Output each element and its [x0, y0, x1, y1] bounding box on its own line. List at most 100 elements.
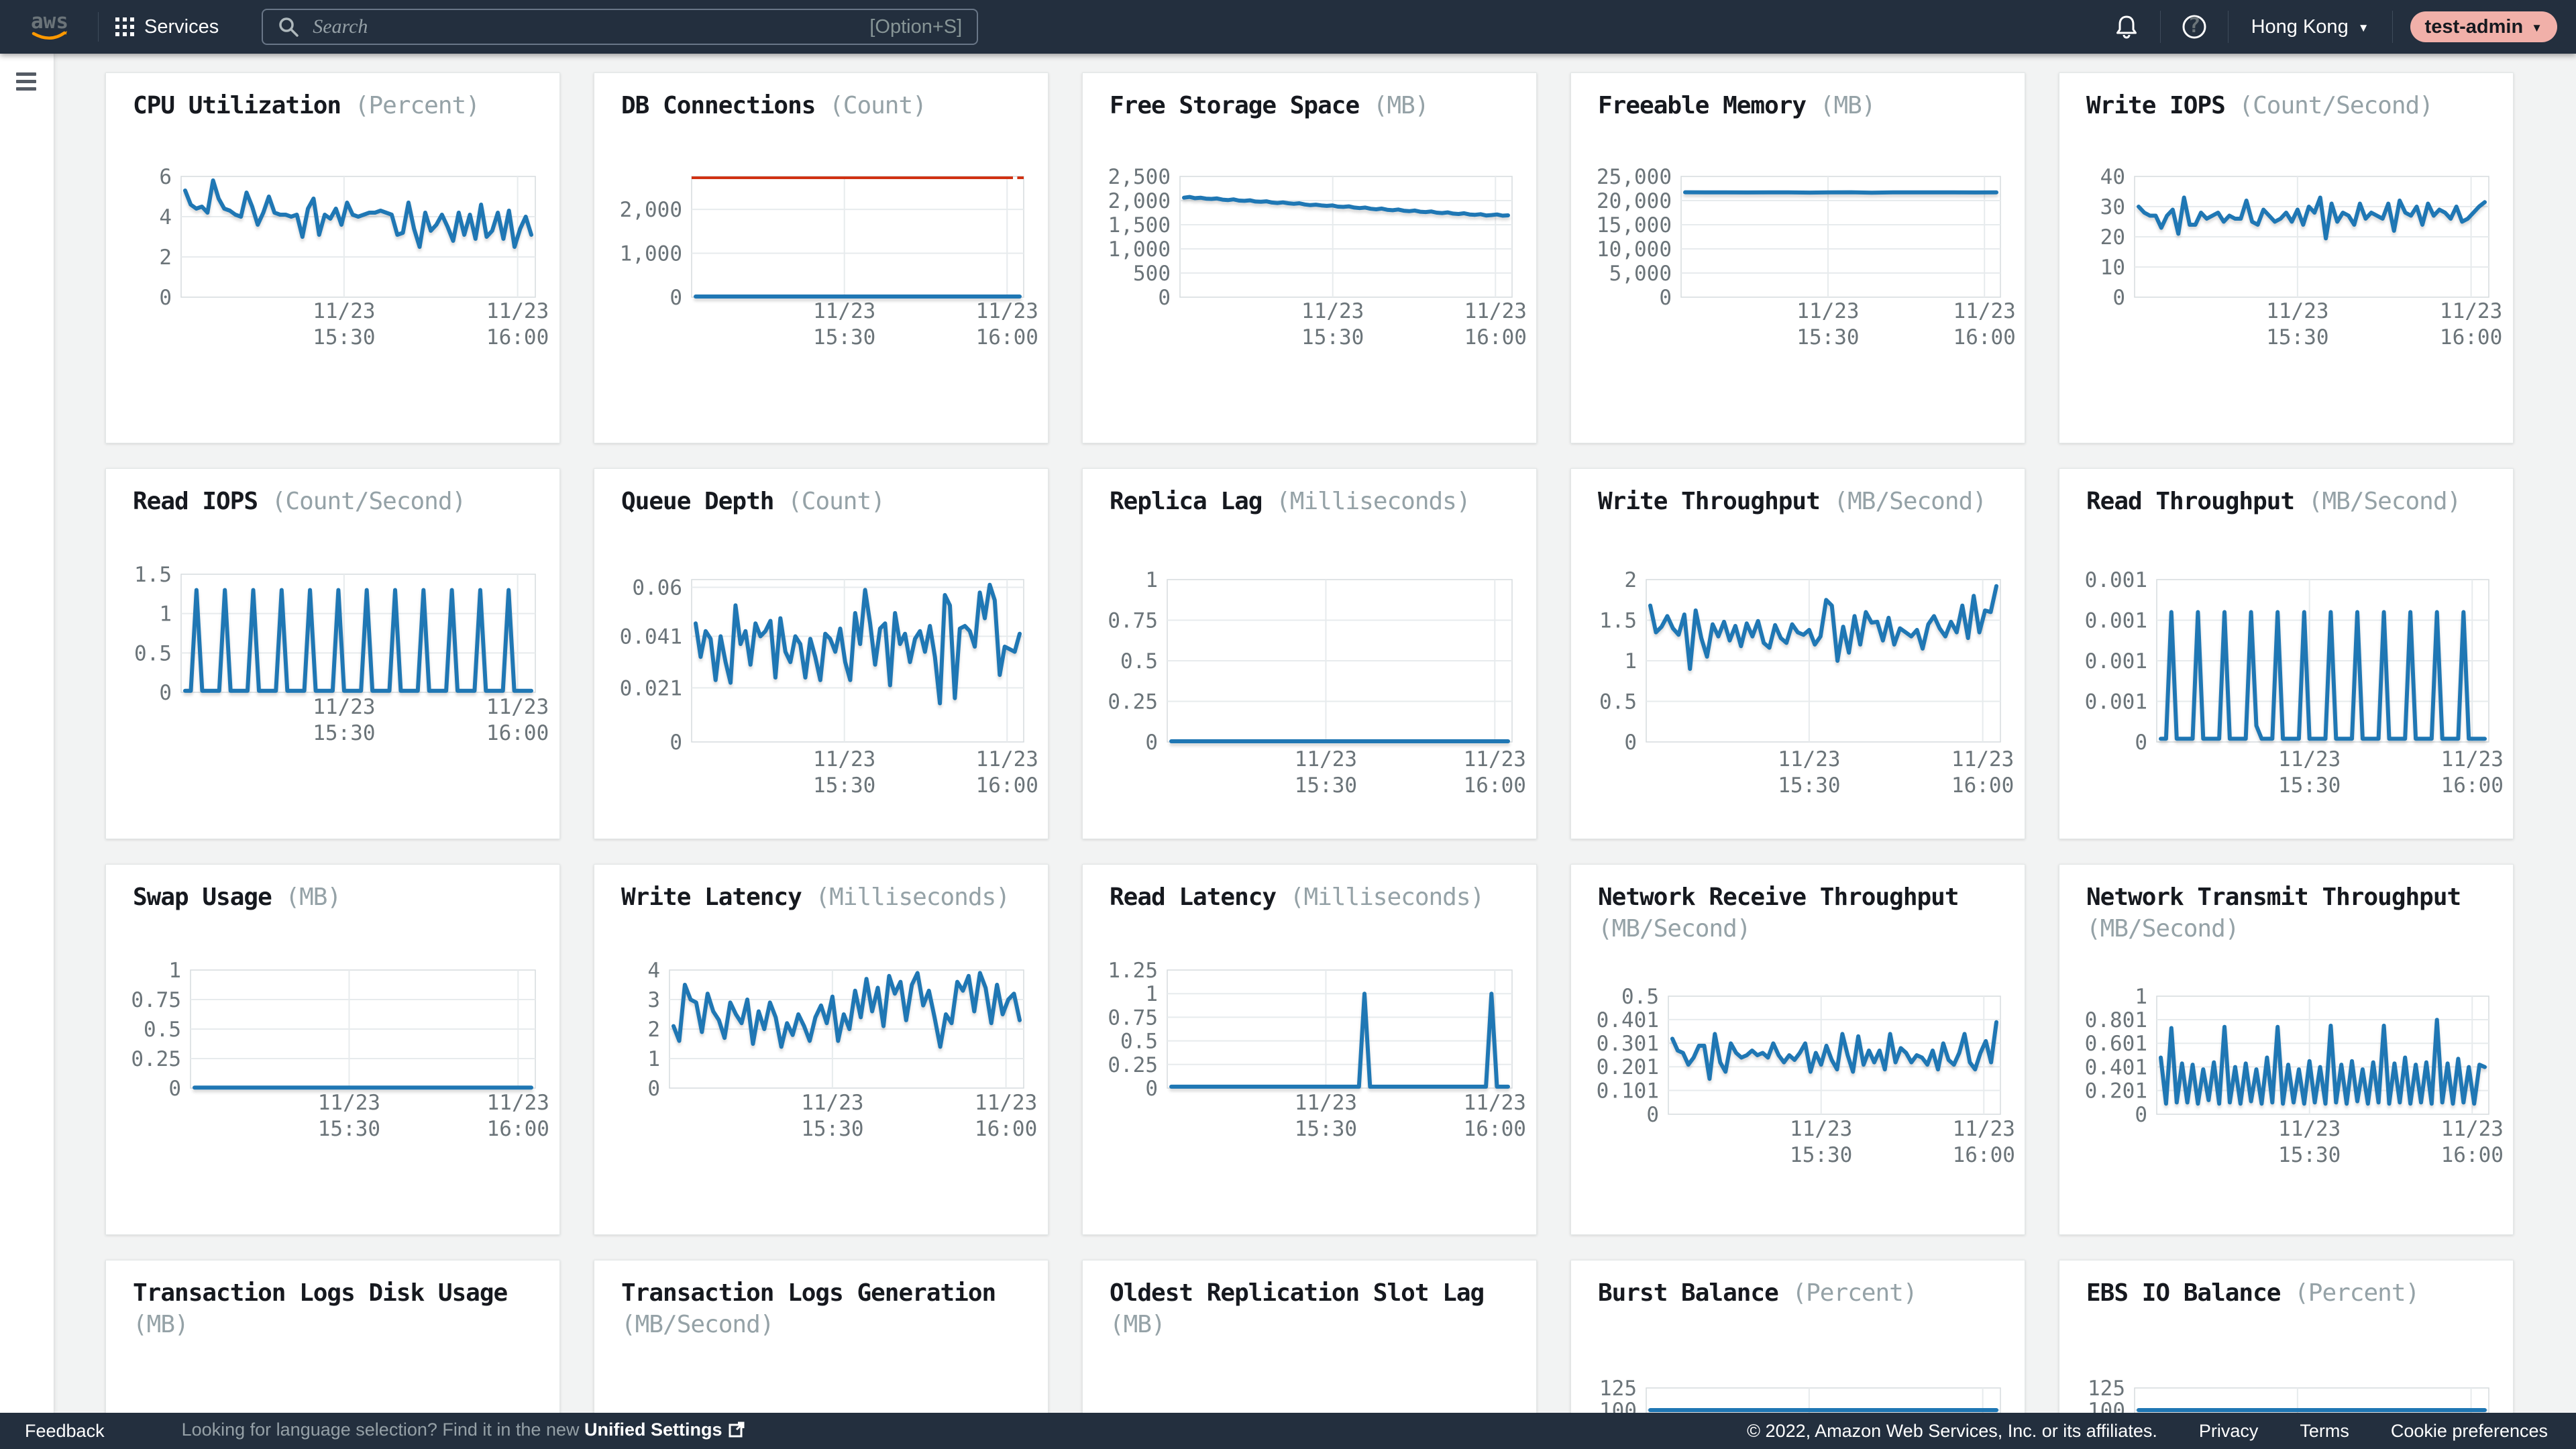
notifications-bell-button[interactable] [2106, 14, 2147, 40]
svg-text:1,500: 1,500 [1108, 213, 1171, 237]
metric-series-line [1182, 195, 1510, 218]
svg-text:15:30: 15:30 [813, 773, 875, 798]
metric-card: CPU Utilization (Percent) 0 2 4 6 11/23 15:30 1… [105, 72, 560, 443]
metric-card-title: Oldest Replication Slot Lag (MB) [1110, 1278, 1516, 1341]
svg-text:15:30: 15:30 [801, 1117, 863, 1141]
cookie-preferences-link[interactable]: Cookie preferences [2390, 1420, 2548, 1441]
svg-text:16:00: 16:00 [1464, 325, 1527, 350]
services-menu-button[interactable]: Services [115, 16, 219, 38]
svg-text:11/23: 11/23 [801, 1091, 863, 1115]
metric-series-line [2159, 610, 2487, 741]
svg-text:0.001: 0.001 [2085, 568, 2147, 592]
metric-card-title: Burst Balance (Percent) [1598, 1278, 2004, 1309]
metric-card: Read Latency (Milliseconds) 0 0.25 0.5 0.75 1… [1082, 864, 1537, 1235]
metric-card-title: Queue Depth (Count) [621, 486, 1028, 518]
svg-text:16:00: 16:00 [976, 773, 1038, 798]
svg-text:1,000: 1,000 [1108, 237, 1171, 262]
svg-text:15:30: 15:30 [318, 1117, 380, 1141]
svg-text:11/23: 11/23 [1778, 747, 1840, 771]
external-link-icon [728, 1421, 745, 1443]
metric-name: Freeable Memory [1598, 92, 1807, 119]
metric-card: Write IOPS (Count/Second) 0 10 20 30 40 11/23 1… [2059, 72, 2514, 443]
dashboard-content: CPU Utilization (Percent) 0 2 4 6 11/23 15:30 1… [54, 54, 2576, 1449]
svg-text:16:00: 16:00 [1953, 1143, 2015, 1167]
svg-text:0: 0 [647, 1077, 660, 1101]
svg-text:0.301: 0.301 [1597, 1032, 1659, 1056]
search-input[interactable] [311, 15, 870, 39]
metric-name: Swap Usage [133, 883, 272, 911]
metric-name: Read Latency [1110, 883, 1277, 911]
svg-text:15:30: 15:30 [1778, 773, 1840, 798]
svg-text:11/23: 11/23 [2441, 1117, 2504, 1141]
svg-text:0: 0 [1624, 731, 1637, 755]
svg-text:0: 0 [669, 286, 682, 310]
svg-text:15:30: 15:30 [313, 721, 375, 745]
metric-card: Write Latency (Milliseconds) 0 1 2 3 4 11/23 15… [594, 864, 1049, 1235]
svg-text:0.25: 0.25 [131, 1047, 181, 1071]
search-icon [279, 17, 299, 37]
svg-text:11/23: 11/23 [318, 1091, 380, 1115]
hamburger-menu-button[interactable] [16, 72, 54, 91]
svg-text:0.021: 0.021 [620, 676, 682, 700]
svg-text:11/23: 11/23 [1295, 747, 1357, 771]
aws-logo[interactable]: aws [24, 9, 82, 44]
svg-text:16:00: 16:00 [975, 1117, 1037, 1141]
svg-text:1: 1 [159, 602, 172, 627]
svg-text:11/23: 11/23 [2266, 299, 2328, 323]
metric-unit: (MB/Second) [2294, 488, 2461, 515]
svg-text:0.5: 0.5 [134, 641, 172, 665]
account-menu-button[interactable]: test-admin ▼ [2410, 11, 2557, 42]
metric-name: Free Storage Space [1110, 92, 1360, 119]
unified-settings-link[interactable]: Unified Settings [584, 1419, 722, 1440]
metric-name: Replica Lag [1110, 488, 1263, 515]
svg-text:15:30: 15:30 [1790, 1143, 1852, 1167]
metric-series-line [183, 178, 533, 249]
metric-name: EBS IO Balance [2086, 1279, 2281, 1307]
svg-text:0: 0 [2135, 731, 2147, 755]
help-button[interactable]: ? [2174, 14, 2214, 40]
chevron-down-icon: ▼ [2357, 21, 2369, 34]
svg-text:0: 0 [1646, 1103, 1659, 1127]
svg-text:3: 3 [647, 988, 660, 1012]
svg-text:16:00: 16:00 [2440, 325, 2502, 350]
metric-name: Write Throughput [1598, 488, 1821, 515]
feedback-link[interactable]: Feedback [25, 1420, 105, 1441]
svg-text:1: 1 [1624, 649, 1637, 674]
metric-name: Transaction Logs Generation [621, 1279, 996, 1307]
metric-card-title: Free Storage Space (MB) [1110, 91, 1516, 122]
svg-text:0: 0 [159, 681, 172, 705]
svg-text:15:30: 15:30 [1796, 325, 1859, 350]
svg-text:125: 125 [2088, 1377, 2125, 1401]
svg-text:1.5: 1.5 [134, 563, 172, 587]
metric-name: Write Latency [621, 883, 802, 911]
svg-text:0.75: 0.75 [131, 988, 181, 1012]
metric-card-title: CPU Utilization (Percent) [133, 91, 539, 122]
region-selector[interactable]: Hong Kong ▼ [2242, 16, 2379, 38]
svg-text:10,000: 10,000 [1597, 237, 1672, 262]
terms-link[interactable]: Terms [2300, 1420, 2349, 1441]
svg-text:1.5: 1.5 [1599, 609, 1637, 633]
svg-text:11/23: 11/23 [486, 299, 549, 323]
metric-series-line [2159, 1018, 2487, 1106]
svg-text:0.001: 0.001 [2085, 609, 2147, 633]
metric-unit: (Milliseconds) [801, 883, 1010, 911]
privacy-link[interactable]: Privacy [2198, 1420, 2259, 1441]
svg-text:1: 1 [647, 1047, 660, 1071]
svg-text:15:30: 15:30 [2266, 325, 2328, 350]
svg-text:11/23: 11/23 [313, 695, 375, 719]
svg-text:16:00: 16:00 [1953, 325, 2016, 350]
metric-unit: (Milliseconds) [1276, 883, 1485, 911]
svg-text:1: 1 [1145, 568, 1158, 592]
search-bar[interactable]: [Option+S] [262, 9, 979, 45]
metric-card-title: Read Latency (Milliseconds) [1110, 882, 1516, 914]
svg-text:4: 4 [159, 205, 172, 229]
metric-card-title: Freeable Memory (MB) [1598, 91, 2004, 122]
metric-card-title: Write IOPS (Count/Second) [2086, 91, 2493, 122]
svg-text:11/23: 11/23 [1790, 1117, 1852, 1141]
metric-unit: (MB) [1110, 1310, 1166, 1338]
svg-text:4: 4 [647, 959, 660, 983]
